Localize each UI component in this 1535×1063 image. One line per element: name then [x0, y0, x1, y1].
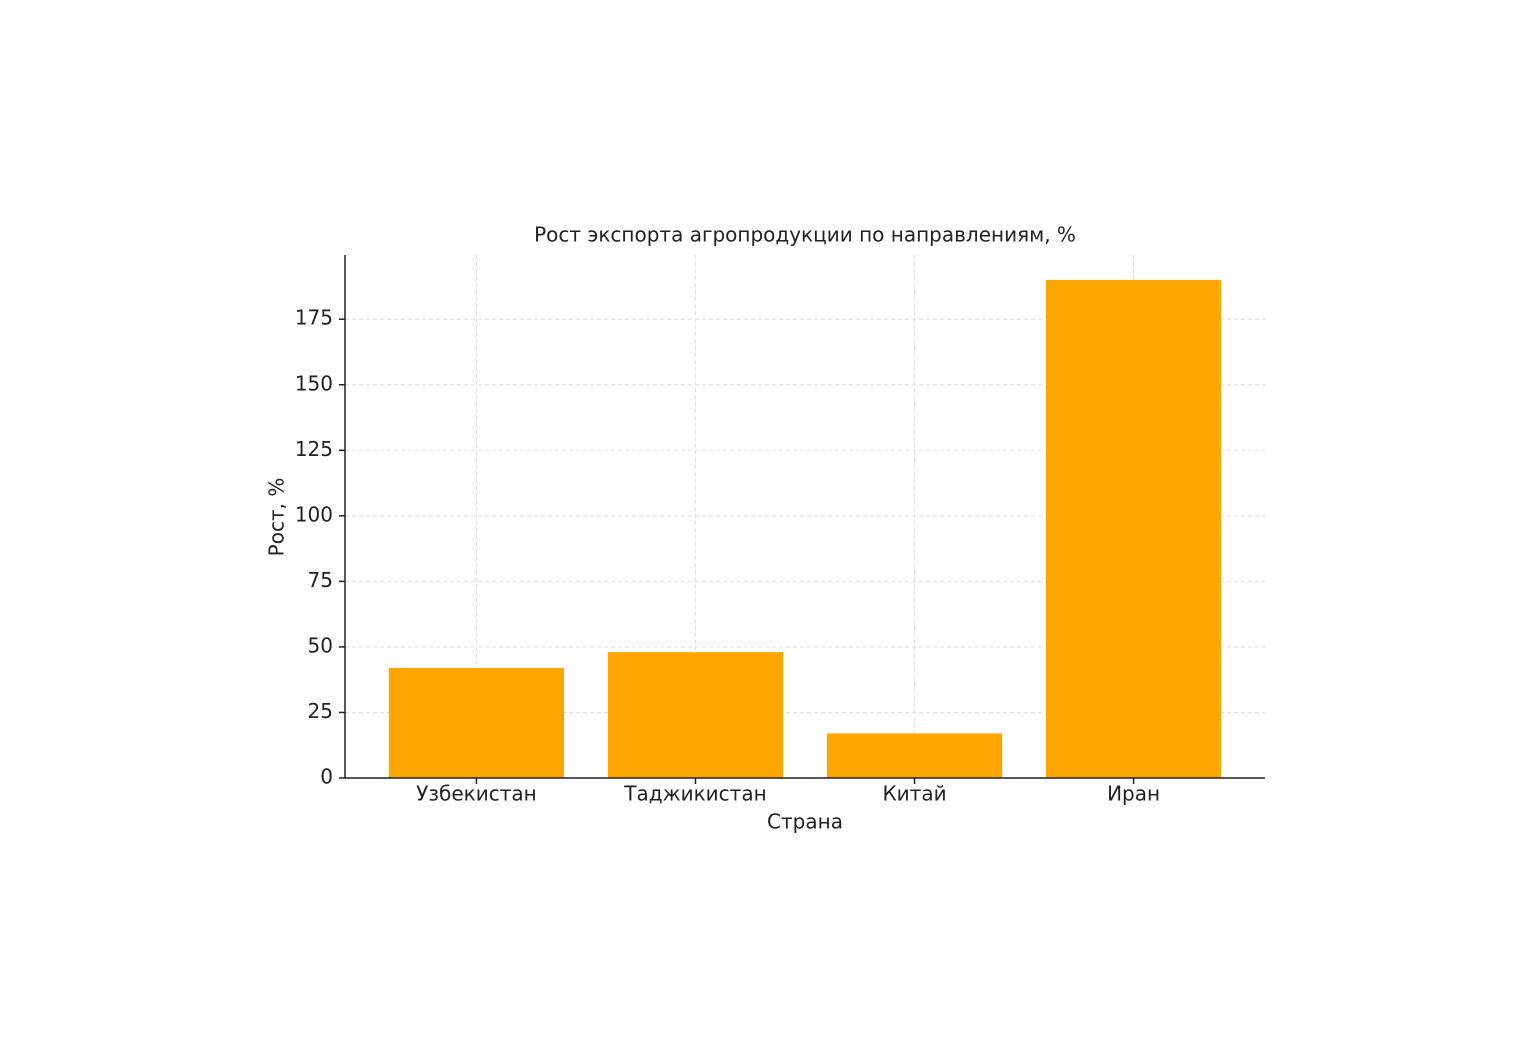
y-tick-label: 150 [295, 371, 333, 395]
y-tick-label: 25 [308, 699, 333, 723]
y-axis-label: Рост, % [265, 478, 289, 557]
y-tick-label: 100 [295, 502, 333, 526]
y-tick-label: 75 [308, 568, 333, 592]
bar [1045, 279, 1222, 778]
y-tick-label: 175 [295, 306, 333, 330]
bar [388, 667, 565, 778]
x-tick-label: Узбекистан [416, 782, 537, 806]
x-tick-label: Иран [1107, 782, 1160, 806]
x-tick-label: Таджикистан [623, 782, 766, 806]
y-tick-label: 50 [308, 633, 333, 657]
x-axis-label: Страна [767, 810, 843, 834]
x-tick-label: Китай [882, 782, 946, 806]
y-tick-label: 0 [320, 765, 333, 789]
chart-title: Рост экспорта агропродукции по направлен… [534, 223, 1076, 247]
bar [607, 652, 784, 778]
bar [826, 733, 1003, 778]
y-tick-label: 125 [295, 437, 333, 461]
